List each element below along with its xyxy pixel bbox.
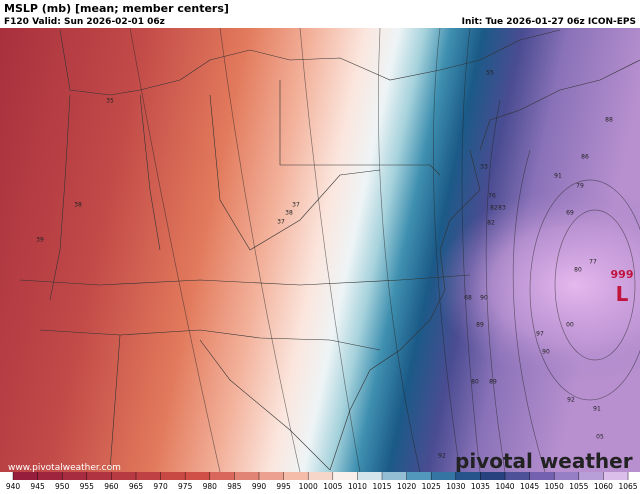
brand: pivotal weather xyxy=(455,449,633,473)
colorbar-segment xyxy=(529,472,555,480)
member-center: 68 xyxy=(464,295,472,302)
colorbar-segment xyxy=(603,472,629,480)
colorbar-label: 1045 xyxy=(520,482,539,491)
colorbar-label: 1035 xyxy=(471,482,490,491)
member-center: 88 xyxy=(605,117,613,124)
colorbar-label: 1060 xyxy=(594,482,613,491)
colorbar-segment xyxy=(431,472,457,480)
member-center: 83 xyxy=(498,205,506,212)
member-center: 05 xyxy=(596,434,604,441)
colorbar-label: 985 xyxy=(227,482,242,491)
member-center: 92 xyxy=(438,453,446,460)
colorbar-segment xyxy=(505,472,531,480)
colorbar-label: 940 xyxy=(6,482,21,491)
member-center: 69 xyxy=(566,210,574,217)
colorbar-label: 1010 xyxy=(348,482,367,491)
colorbar-label: 980 xyxy=(203,482,218,491)
member-center: 35 xyxy=(106,98,114,105)
colorbar-segment xyxy=(382,472,408,480)
member-center: 76 xyxy=(488,193,496,200)
init-time: Init: Tue 2026-01-27 06z ICON-EPS xyxy=(462,17,636,27)
colorbar-segment xyxy=(554,472,580,480)
colorbar-segment xyxy=(185,472,211,480)
member-center: 77 xyxy=(589,259,597,266)
member-center: 55 xyxy=(486,70,494,77)
colorbar: 940 945 950 955 960 965 970 975 980 985 990 995 1000… xyxy=(6,472,638,491)
member-center: 86 xyxy=(581,154,589,161)
colorbar-label: 1055 xyxy=(569,482,588,491)
colorbar-segment xyxy=(37,472,63,480)
low-field xyxy=(0,28,640,472)
colorbar-segment xyxy=(160,472,186,480)
member-center: 90 xyxy=(480,295,488,302)
member-center: 38 xyxy=(74,202,82,209)
colorbar-label: 1050 xyxy=(545,482,564,491)
isobars xyxy=(129,27,640,473)
member-center: 92 xyxy=(567,397,575,404)
member-center: 37 xyxy=(292,202,300,209)
member-center: 80 xyxy=(471,379,479,386)
colorbar-label: 1015 xyxy=(372,482,391,491)
member-center: 38 xyxy=(285,210,293,217)
colorbar-label: 1030 xyxy=(446,482,465,491)
valid-time: F120 Valid: Sun 2026-02-01 06z xyxy=(4,17,165,27)
colorbar-label: 965 xyxy=(129,482,144,491)
colorbar-label: 955 xyxy=(80,482,95,491)
colorbar-segment xyxy=(578,472,604,480)
colorbar-label: 1040 xyxy=(495,482,514,491)
member-center: 82 xyxy=(487,220,495,227)
member-center: 82 xyxy=(490,205,498,212)
low-symbol: L xyxy=(616,282,629,306)
colorbar-segment xyxy=(234,472,260,480)
member-center: 79 xyxy=(576,183,584,190)
colorbar-segment xyxy=(86,472,112,480)
colorbar-label: 995 xyxy=(276,482,291,491)
colorbar-label: 945 xyxy=(30,482,45,491)
colorbar-label: 975 xyxy=(178,482,193,491)
colorbar-label: 1005 xyxy=(323,482,342,491)
member-center: 39 xyxy=(36,237,44,244)
colorbar-segment xyxy=(62,472,88,480)
colorbar-segment xyxy=(480,472,506,480)
member-center: 90 xyxy=(542,349,550,356)
colorbar-label: 960 xyxy=(104,482,119,491)
colorbar-segment xyxy=(136,472,162,480)
member-center: 33 xyxy=(480,164,488,171)
member-center: 89 xyxy=(489,379,497,386)
member-center: 37 xyxy=(277,219,285,226)
colorbar-segment xyxy=(455,472,481,480)
colorbar-segment xyxy=(332,472,358,480)
colorbar-segment xyxy=(111,472,137,480)
member-center: 00 xyxy=(566,322,574,329)
website: www.pivotalweather.com xyxy=(8,463,121,473)
colorbar-label: 1000 xyxy=(299,482,318,491)
colorbar-segment xyxy=(259,472,285,480)
member-center: 91 xyxy=(554,173,562,180)
member-center: 91 xyxy=(593,406,601,413)
colorbar-segment xyxy=(308,472,334,480)
member-center: 80 xyxy=(574,267,582,274)
colorbar-segment xyxy=(13,472,39,480)
colorbar-segment xyxy=(209,472,235,480)
colorbar-label: 1065 xyxy=(618,482,637,491)
colorbar-label: 970 xyxy=(153,482,168,491)
colorbar-segment xyxy=(357,472,383,480)
colorbar-label: 1025 xyxy=(422,482,441,491)
low-value: 999 xyxy=(611,268,634,281)
member-center: 97 xyxy=(536,331,544,338)
colorbar-label: 990 xyxy=(252,482,267,491)
title: MSLP (mb) [mean; member centers] xyxy=(4,2,229,15)
member-center: 89 xyxy=(476,322,484,329)
colorbar-segment xyxy=(283,472,309,480)
colorbar-label: 1020 xyxy=(397,482,416,491)
colorbar-segment xyxy=(406,472,432,480)
colorbar-label: 950 xyxy=(55,482,70,491)
